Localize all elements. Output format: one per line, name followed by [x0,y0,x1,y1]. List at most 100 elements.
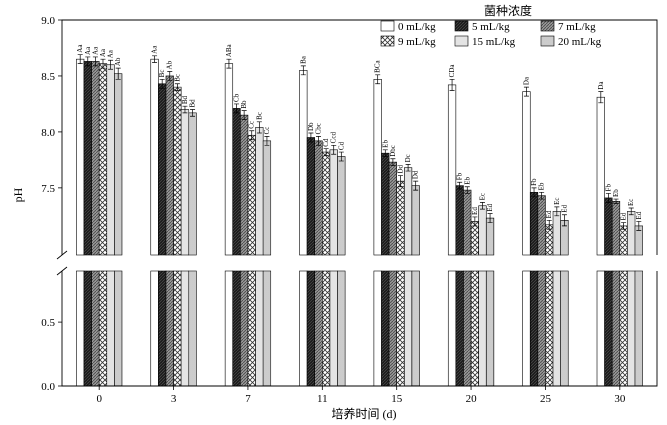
y-tick-label: 8.0 [41,127,55,139]
significance-label: Fb [530,178,538,186]
significance-label: Cbc [315,123,323,134]
bar-lower [478,270,487,387]
significance-label: Aa [91,46,99,55]
bar-lower [329,270,338,387]
error-bar [308,132,314,143]
bar-lower [522,270,531,387]
significance-label: Cc [263,127,271,135]
bar-lower [537,270,546,387]
bar-lower [552,270,561,387]
significance-label: Aa [76,44,84,53]
error-bar [546,219,552,230]
error-bar [241,110,247,120]
legend-label: 20 mL/kg [558,36,602,48]
bar-upper [337,156,346,256]
error-bar [100,58,106,69]
bar-lower [150,270,159,387]
error-bar [636,221,642,231]
error-bar [628,207,634,216]
y-tick-label: 8.5 [41,71,55,83]
bar-lower [403,270,413,387]
bar-lower [188,270,197,387]
error-bar [457,181,463,190]
significance-label: Aa [107,49,115,58]
bar-lower [255,270,264,387]
significance-label: Cd [322,138,330,147]
error-bar [405,164,411,172]
x-tick-label: 0 [96,393,102,405]
bar-lower [411,270,420,387]
error-bar [108,59,114,70]
error-bar [382,149,388,157]
bar-lower [634,270,643,387]
bar-upper [299,70,308,256]
bar-upper [470,221,479,256]
bar-upper [150,58,159,256]
bar-lower [91,270,100,387]
significance-label: Dc [404,154,412,162]
significance-label: Dbc [389,145,397,157]
significance-label: Ab [166,60,174,69]
bar-lower [381,270,390,387]
significance-label: Db [307,122,315,131]
significance-label: ABa [225,43,233,57]
bar-lower [619,270,628,387]
bar-upper [114,73,123,256]
error-bar [605,193,611,203]
significance-label: Ec [553,197,561,204]
legend-swatch [380,35,395,47]
bar-upper [522,91,531,256]
bar-lower [485,270,495,387]
error-bar [397,175,403,188]
y-tick-label: 0.5 [41,317,55,329]
bar-lower [247,270,256,387]
significance-label: Bd [189,99,197,108]
bar-upper [619,225,628,256]
bar-upper [396,180,405,256]
error-bar [249,130,255,141]
x-tick-label: 25 [540,393,552,405]
significance-label: Eb [381,140,389,148]
error-bar [472,216,478,227]
bar-lower [106,270,115,387]
error-bar [613,198,619,204]
error-bar [621,222,627,230]
legend-label: 0 mL/kg [398,21,436,33]
bar-lower [447,270,457,387]
significance-label: Ec [627,199,635,206]
error-bar [85,56,91,67]
bar-lower [224,270,234,387]
bar-lower [76,270,85,387]
legend-swatch [380,20,395,32]
legend: 菌种浓度 0 mL/kg 5 mL/kg 7 mL/kg 9 mL/kg 15 mL/k… [380,3,602,48]
significance-label: Da [597,81,605,90]
significance-label: Ed [620,212,628,220]
significance-label: CDa [448,64,456,78]
bar-upper [158,83,167,256]
bar-upper [447,84,457,256]
x-tick-label: 20 [466,393,478,405]
significance-label: Ed [486,203,494,211]
significance-label: Cc [248,121,256,129]
bar-upper [596,96,605,256]
bar-upper [552,211,561,256]
bar-lower [545,270,554,387]
axes-layer [56,19,658,387]
significance-label: Bc [255,112,263,120]
significance-label: BCa [374,59,382,72]
bar-upper [388,161,397,256]
bar-upper [604,197,613,256]
significance-label: Aa [151,45,159,54]
significance-label: Cd [337,141,345,150]
error-bar [523,86,529,97]
x-tick-label: 15 [391,393,403,405]
significance-label: Dd [412,170,420,179]
error-bar [115,67,121,80]
bar-lower [180,270,190,387]
significance-label: Eb [538,182,546,190]
bar-upper [224,63,234,256]
bar-upper [255,127,264,256]
bar-lower [314,270,323,387]
significance-label: Eb [612,189,620,197]
bar-lower [306,270,316,387]
